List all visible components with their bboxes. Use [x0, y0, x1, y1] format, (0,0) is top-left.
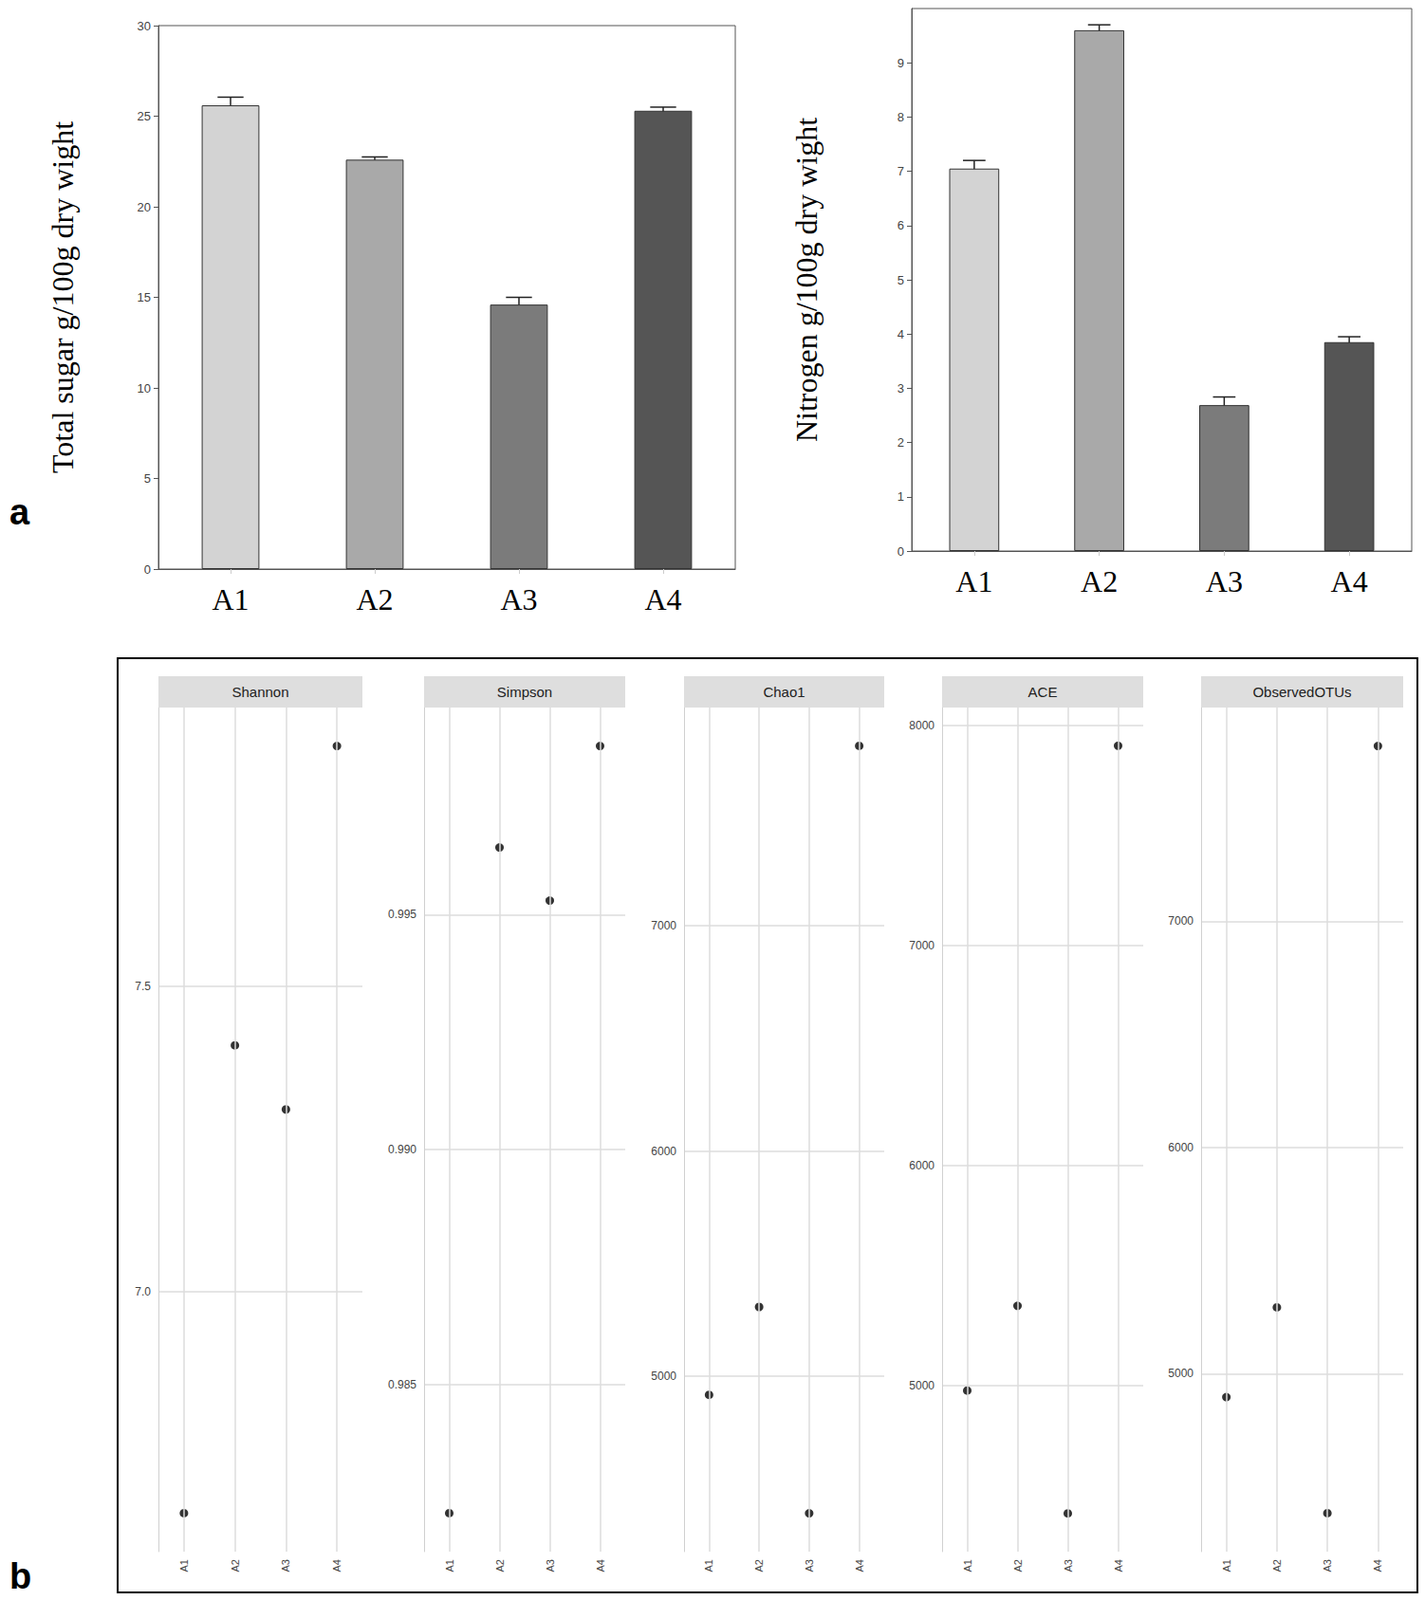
svg-text:3: 3 [897, 381, 905, 396]
svg-text:A3: A3 [544, 1559, 556, 1573]
svg-text:A3: A3 [1062, 1559, 1074, 1573]
svg-text:7000: 7000 [1167, 914, 1194, 928]
svg-text:A1: A1 [444, 1559, 456, 1573]
svg-text:A4: A4 [1331, 564, 1369, 599]
svg-text:0.995: 0.995 [388, 907, 417, 922]
svg-text:5000: 5000 [1167, 1367, 1194, 1381]
svg-text:b: b [9, 1556, 32, 1597]
svg-text:2: 2 [897, 435, 905, 450]
svg-text:A4: A4 [644, 582, 682, 617]
svg-text:Shannon: Shannon [231, 684, 289, 701]
svg-text:6000: 6000 [908, 1159, 935, 1173]
svg-text:6000: 6000 [1167, 1141, 1194, 1155]
svg-text:A3: A3 [803, 1559, 815, 1573]
svg-text:6: 6 [897, 218, 905, 233]
svg-text:0: 0 [144, 562, 151, 577]
svg-text:0.985: 0.985 [388, 1378, 417, 1392]
svg-text:1: 1 [897, 489, 905, 504]
svg-text:A4: A4 [1112, 1559, 1125, 1573]
svg-text:5000: 5000 [908, 1379, 935, 1393]
svg-text:A1: A1 [703, 1559, 715, 1573]
svg-text:A1: A1 [178, 1559, 190, 1573]
svg-text:A2: A2 [494, 1559, 506, 1573]
svg-text:A3: A3 [499, 582, 537, 617]
svg-text:Total sugar g/100g dry wight: Total sugar g/100g dry wight [45, 121, 80, 474]
svg-text:A4: A4 [331, 1559, 343, 1573]
svg-text:7.5: 7.5 [134, 980, 151, 994]
svg-text:30: 30 [137, 18, 151, 34]
svg-text:0: 0 [897, 544, 905, 559]
svg-text:A1: A1 [211, 582, 249, 617]
svg-text:7: 7 [897, 164, 905, 179]
svg-text:5: 5 [144, 471, 151, 486]
svg-text:A4: A4 [594, 1559, 607, 1573]
svg-text:20: 20 [137, 200, 151, 215]
svg-text:A1: A1 [955, 564, 993, 599]
svg-text:A2: A2 [229, 1559, 241, 1573]
svg-text:A1: A1 [962, 1559, 974, 1573]
svg-text:5000: 5000 [650, 1369, 677, 1384]
svg-text:A3: A3 [1321, 1559, 1333, 1573]
svg-text:A1: A1 [1221, 1559, 1233, 1573]
svg-text:A2: A2 [355, 582, 393, 617]
svg-text:5: 5 [897, 273, 905, 288]
svg-text:A3: A3 [279, 1559, 292, 1573]
svg-text:7000: 7000 [908, 939, 935, 953]
svg-text:A4: A4 [1371, 1559, 1384, 1573]
svg-text:25: 25 [137, 109, 151, 124]
svg-text:4: 4 [897, 327, 905, 342]
svg-text:7000: 7000 [650, 919, 677, 933]
svg-text:A3: A3 [1205, 564, 1243, 599]
svg-text:ACE: ACE [1028, 684, 1058, 701]
svg-text:A2: A2 [753, 1559, 765, 1573]
svg-text:A2: A2 [1012, 1559, 1024, 1573]
svg-text:ObservedOTUs: ObservedOTUs [1252, 684, 1351, 701]
svg-text:7.0: 7.0 [134, 1285, 151, 1299]
svg-text:6000: 6000 [650, 1145, 677, 1159]
svg-text:8000: 8000 [908, 719, 935, 733]
svg-text:0.990: 0.990 [388, 1143, 417, 1157]
svg-text:15: 15 [137, 290, 151, 305]
svg-text:9: 9 [897, 55, 905, 71]
svg-text:Chao1: Chao1 [762, 684, 805, 701]
svg-text:A2: A2 [1271, 1559, 1283, 1573]
svg-text:A2: A2 [1080, 564, 1118, 599]
svg-text:A4: A4 [853, 1559, 866, 1573]
svg-text:8: 8 [897, 110, 905, 125]
svg-text:10: 10 [137, 381, 151, 396]
svg-text:Nitrogen g/100g dry wight: Nitrogen g/100g dry wight [789, 117, 824, 443]
svg-text:a: a [9, 492, 31, 533]
svg-text:Simpson: Simpson [497, 684, 553, 701]
